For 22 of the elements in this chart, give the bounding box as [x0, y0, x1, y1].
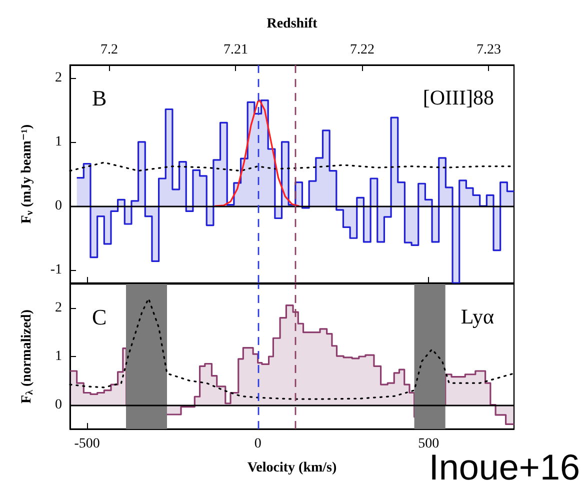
- x2-tick-label: 7.23: [476, 42, 501, 58]
- y-tick-label: 0: [55, 198, 62, 214]
- y-tick-label: 2: [55, 70, 62, 86]
- y-axis-title: Fν (mJy beam⁻¹): [20, 124, 36, 224]
- x-tick-label: -500: [74, 436, 100, 452]
- x2-tick-label: 7.22: [350, 42, 374, 58]
- x2-tick-label: 7.2: [100, 42, 118, 58]
- x2-tick-label: 7.21: [223, 42, 248, 58]
- y-tick-label: -1: [50, 262, 62, 278]
- y-tick-label: 1: [55, 134, 62, 150]
- annotation: B: [92, 86, 107, 110]
- x-tick-label: 0: [254, 436, 262, 452]
- y-tick-label: 1: [55, 349, 62, 364]
- annotation: [OIII]88: [422, 86, 494, 110]
- annotation: C: [92, 304, 107, 330]
- y-tick-label: 2: [55, 300, 62, 316]
- x2-axis-title: Redshift: [266, 16, 318, 32]
- y-tick-label: 0: [55, 397, 62, 412]
- y-axis-title: Fλ (normalized): [20, 309, 36, 404]
- line-series: [214, 99, 300, 207]
- x-axis-title: Velocity (km/s): [247, 460, 337, 476]
- annotation: Lyα: [460, 304, 494, 328]
